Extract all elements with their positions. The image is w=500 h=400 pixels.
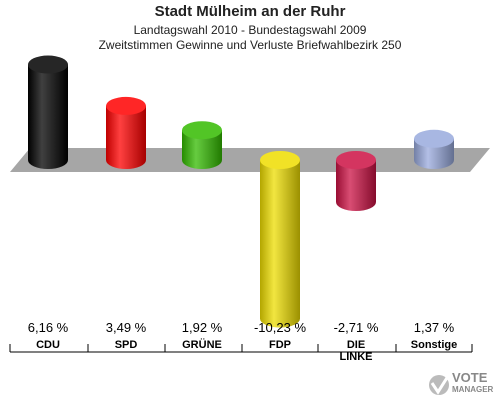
category-label-5: Sonstige [411,339,457,351]
bar-spd [106,96,146,169]
bar-body [28,64,68,169]
chart-title: Stadt Mülheim an der Ruhr [154,3,346,20]
chart-subtitle-2: Zweitstimmen Gewinne und Verluste Briefw… [98,38,402,52]
bar-cdu [28,55,68,169]
bar-sonstige [414,129,454,169]
category-label-4-line-0: DIE [347,339,365,351]
bar-top-cap [28,55,68,74]
category-label-0: CDU [36,339,60,351]
category-label-3: FDP [269,339,291,351]
value-label-5: 1,37 % [414,320,455,335]
category-label-2: GRÜNE [182,338,222,351]
logo-text-manager: MANAGER [452,385,494,394]
bar-top-cap [106,96,146,115]
value-label-4: -2,71 % [334,320,379,335]
bar-body [260,160,300,328]
logo-text-vote: VOTE [452,370,488,385]
category-label-4-line-1: LINKE [340,351,373,363]
bar-die-linke [336,151,376,212]
bar-top-cap [182,121,222,140]
value-label-1: 3,49 % [106,320,147,335]
bar-top-cap [260,151,300,169]
checkmark-logo-icon [429,372,452,395]
vote-manager-logo: VOTE MANAGER [428,368,500,400]
value-label-2: 1,92 % [182,320,223,335]
bar-body [182,130,222,169]
value-label-3: -10,23 % [254,320,306,335]
bar-body [336,160,376,212]
chart-subtitle-1: Landtagswahl 2010 - Bundestagswahl 2009 [133,23,367,37]
bar-body [106,105,146,169]
bar-top-cap [414,129,454,148]
bar-top-cap [336,151,376,169]
value-label-0: 6,16 % [28,320,69,335]
bar-gr-ne [182,121,222,169]
bar-fdp [260,151,300,328]
category-label-1: SPD [115,339,138,351]
